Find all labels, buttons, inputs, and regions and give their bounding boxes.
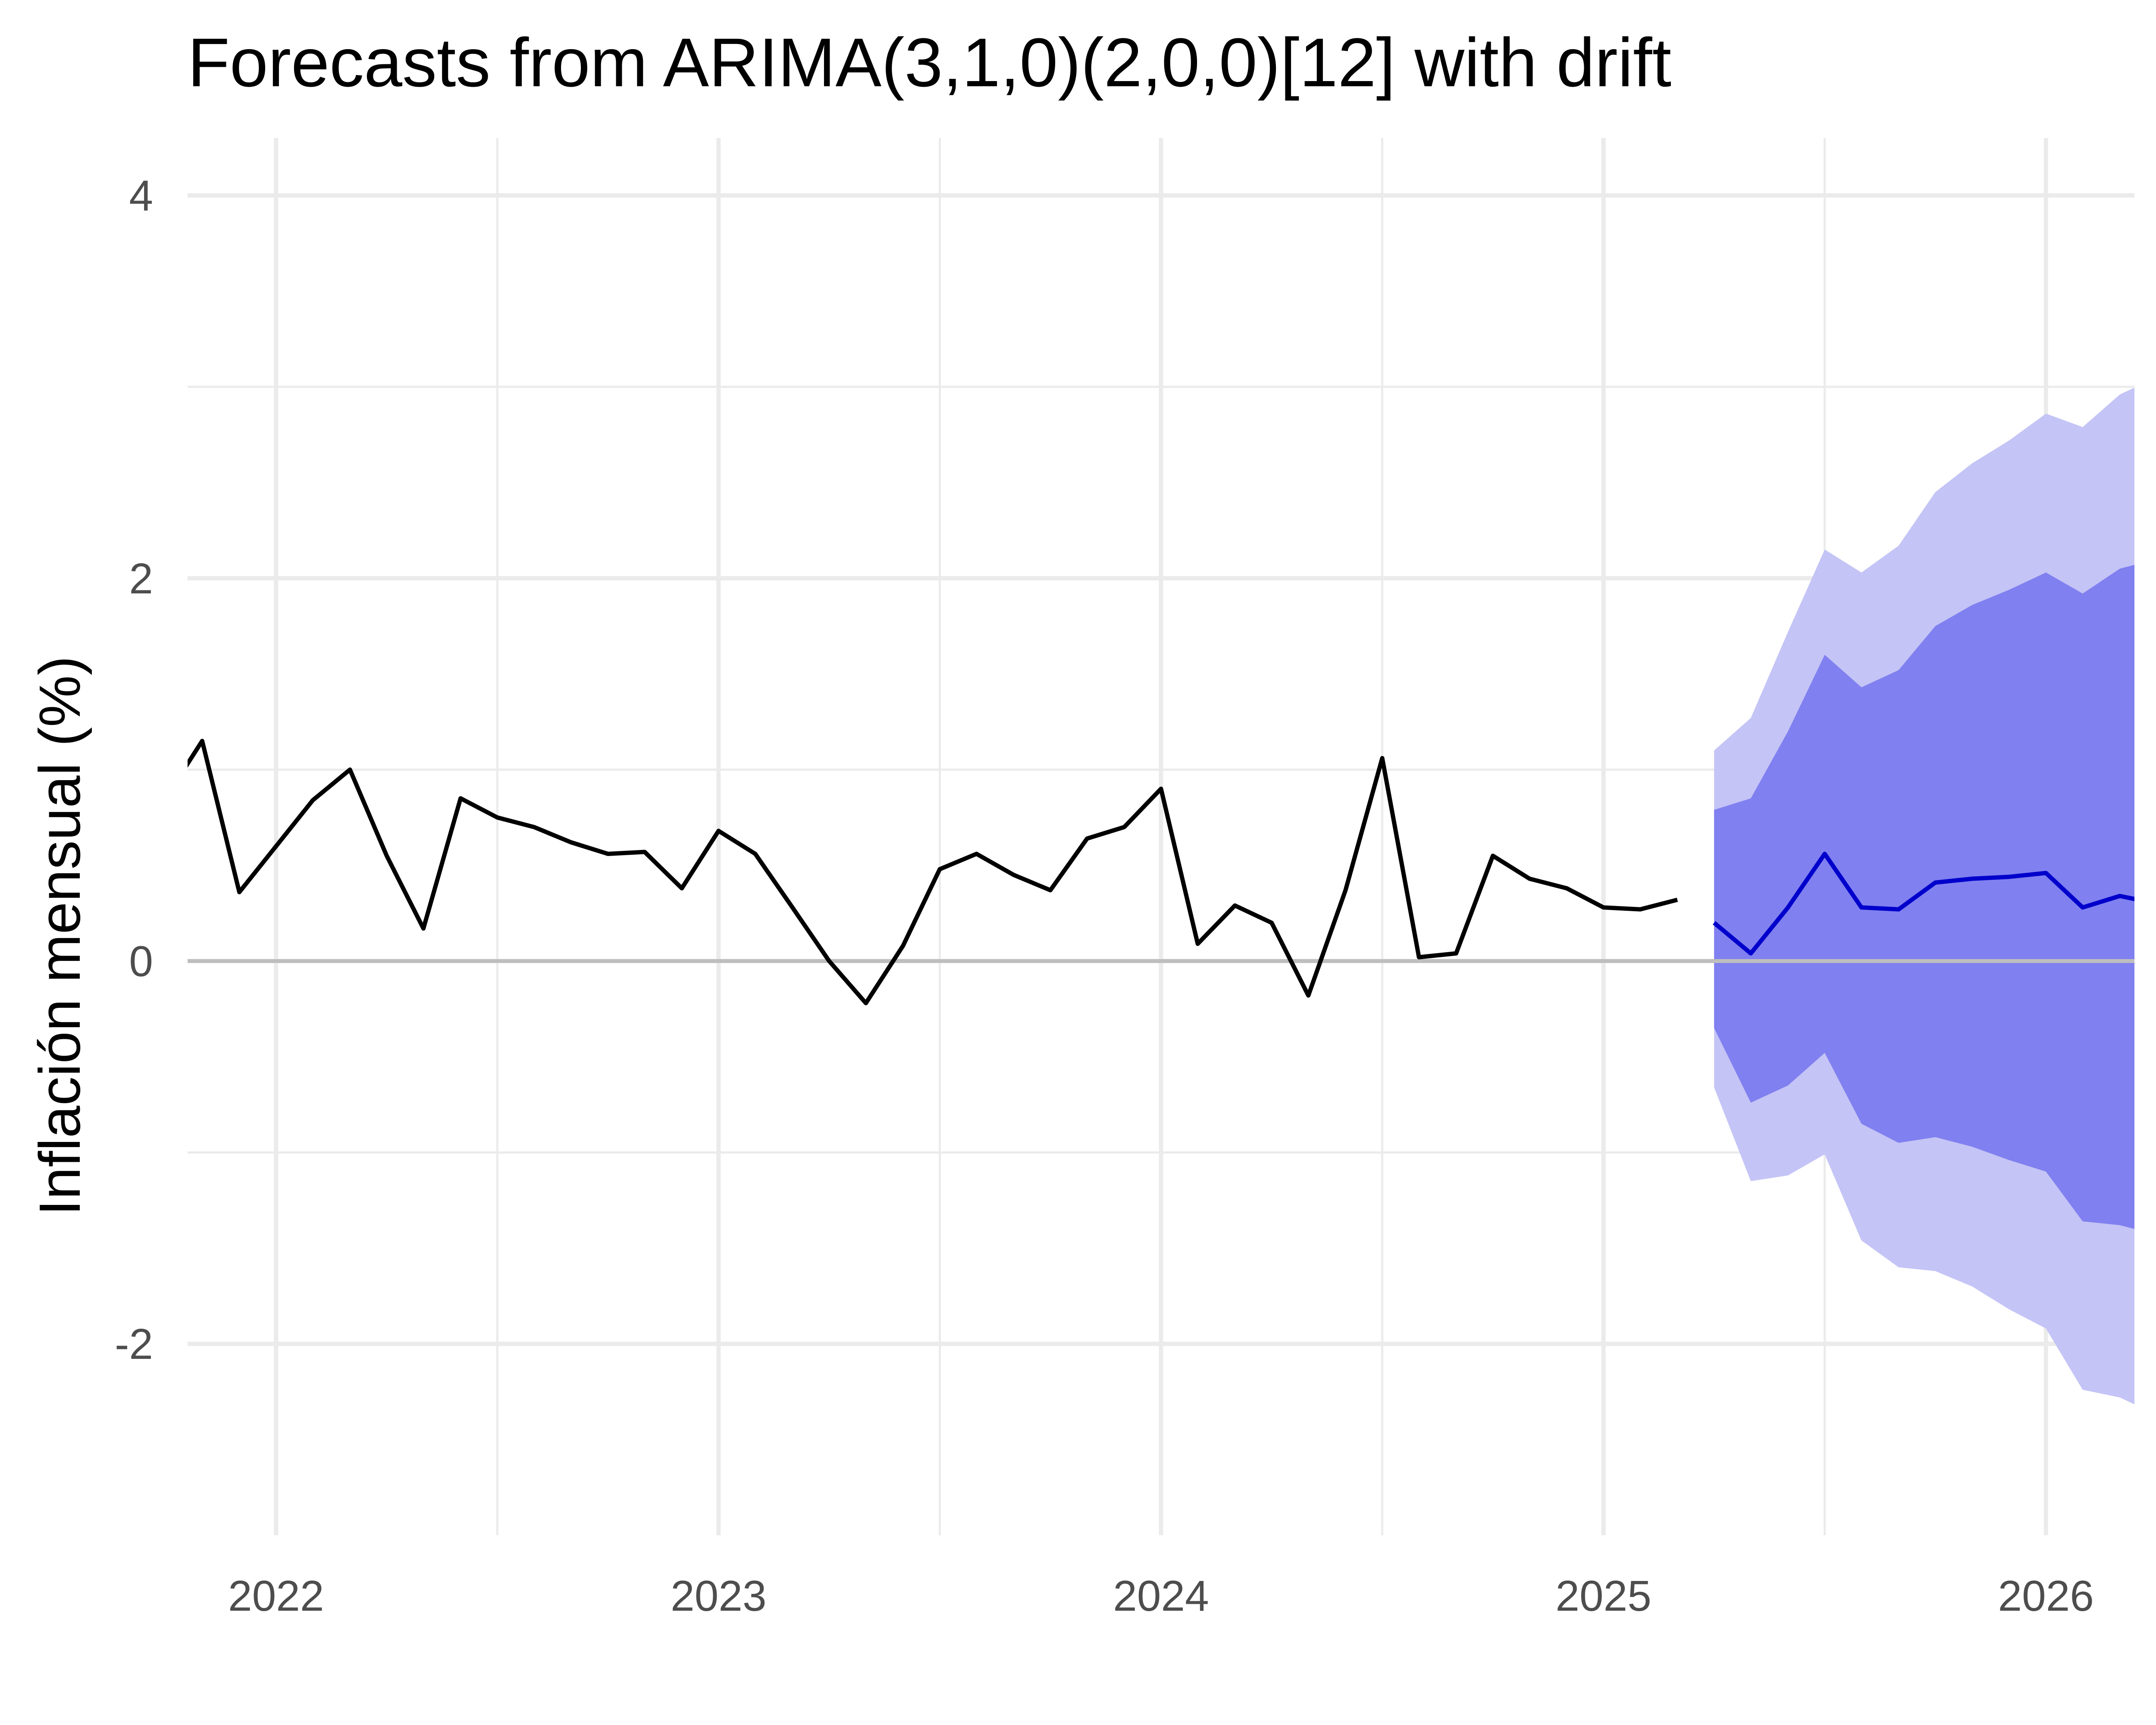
forecast-line (1712, 851, 2134, 956)
x-tick-label: 2024 (1113, 1572, 1209, 1620)
x-tick-label: 2025 (1555, 1572, 1651, 1620)
band-80 (1714, 565, 2134, 1229)
tick-labels: -2 0 2 4 2022 2023 2024 2025 2026 (115, 172, 2094, 1620)
x-tick-label: 2022 (228, 1572, 324, 1620)
series-lines (188, 739, 2134, 1006)
chart-title: Forecasts from ARIMA(3,1,0)(2,0,0)[12] w… (188, 24, 1671, 101)
y-tick-label: -2 (115, 1320, 153, 1368)
y-axis-title: Inflación mensual (%) (27, 656, 92, 1216)
y-tick-label: 0 (129, 937, 153, 985)
prediction-intervals (1714, 387, 2134, 1405)
x-tick-label: 2026 (1998, 1572, 2094, 1620)
y-tick-label: 4 (129, 172, 153, 220)
observed-line (188, 739, 1678, 1006)
x-tick-label: 2023 (671, 1572, 766, 1620)
y-tick-label: 2 (129, 555, 153, 603)
